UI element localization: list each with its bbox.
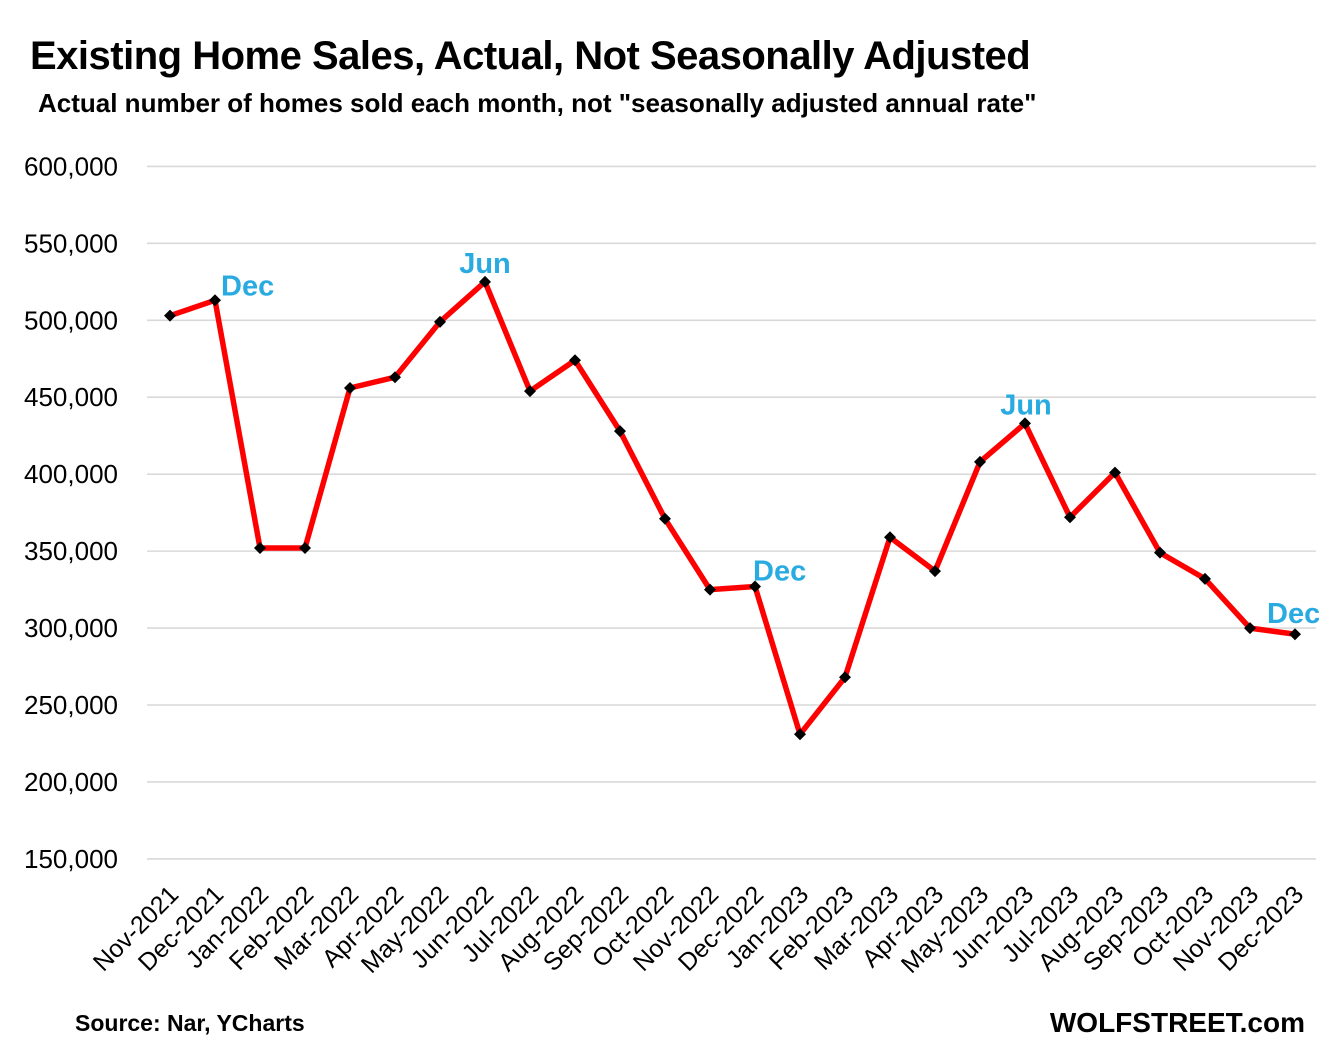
y-axis-label: 200,000 xyxy=(24,767,118,797)
data-point-marker xyxy=(434,315,446,328)
data-point-marker xyxy=(299,542,311,555)
y-axis-label: 600,000 xyxy=(24,151,118,181)
data-point-marker xyxy=(659,512,671,525)
data-point-marker xyxy=(479,275,491,288)
chart-title: Existing Home Sales, Actual, Not Seasona… xyxy=(30,34,1031,78)
y-axis-label: 350,000 xyxy=(24,536,118,566)
data-point-marker xyxy=(1064,511,1076,524)
y-axis-label: 300,000 xyxy=(24,613,118,643)
data-point-marker xyxy=(704,583,716,596)
data-point-marker xyxy=(1154,546,1166,559)
source-note: Source: Nar, YCharts xyxy=(75,1010,305,1036)
data-point-marker xyxy=(839,671,851,684)
month-annotation: Jun xyxy=(459,248,511,280)
data-point-marker xyxy=(254,542,266,555)
data-point-marker xyxy=(524,385,536,398)
data-point-marker xyxy=(1289,628,1301,641)
month-annotation: Dec xyxy=(753,556,806,588)
data-point-marker xyxy=(614,425,626,438)
data-point-marker xyxy=(1019,417,1031,430)
y-axis-label: 150,000 xyxy=(24,844,118,874)
month-annotation: Dec xyxy=(221,270,274,302)
data-point-marker xyxy=(749,580,761,593)
wolfstreet-brand-text: WOLFSTREET.com xyxy=(1049,1007,1305,1038)
sales-line xyxy=(167,279,1298,738)
month-annotation: Jun xyxy=(1000,389,1052,421)
data-point-marker xyxy=(569,354,581,367)
month-annotation: Dec xyxy=(1267,598,1319,630)
data-point-marker xyxy=(974,455,986,468)
y-axis-label: 550,000 xyxy=(24,228,118,258)
y-axis-label: 250,000 xyxy=(24,690,118,720)
data-point-marker xyxy=(1109,466,1121,479)
y-axis-label: 500,000 xyxy=(24,305,118,335)
data-point-marker xyxy=(344,382,356,394)
data-point-marker xyxy=(389,371,401,384)
data-point-marker xyxy=(209,294,221,307)
y-axis-label: 400,000 xyxy=(24,459,118,489)
y-axis-label: 450,000 xyxy=(24,382,118,412)
data-point-marker xyxy=(794,728,806,741)
data-point-marker xyxy=(164,309,176,322)
data-point-marker xyxy=(884,531,896,544)
data-point-marker xyxy=(1244,622,1256,635)
data-point-marker xyxy=(929,565,941,578)
chart-subtitle: Actual number of homes sold each month, … xyxy=(38,88,1037,118)
data-point-marker xyxy=(1199,572,1211,585)
